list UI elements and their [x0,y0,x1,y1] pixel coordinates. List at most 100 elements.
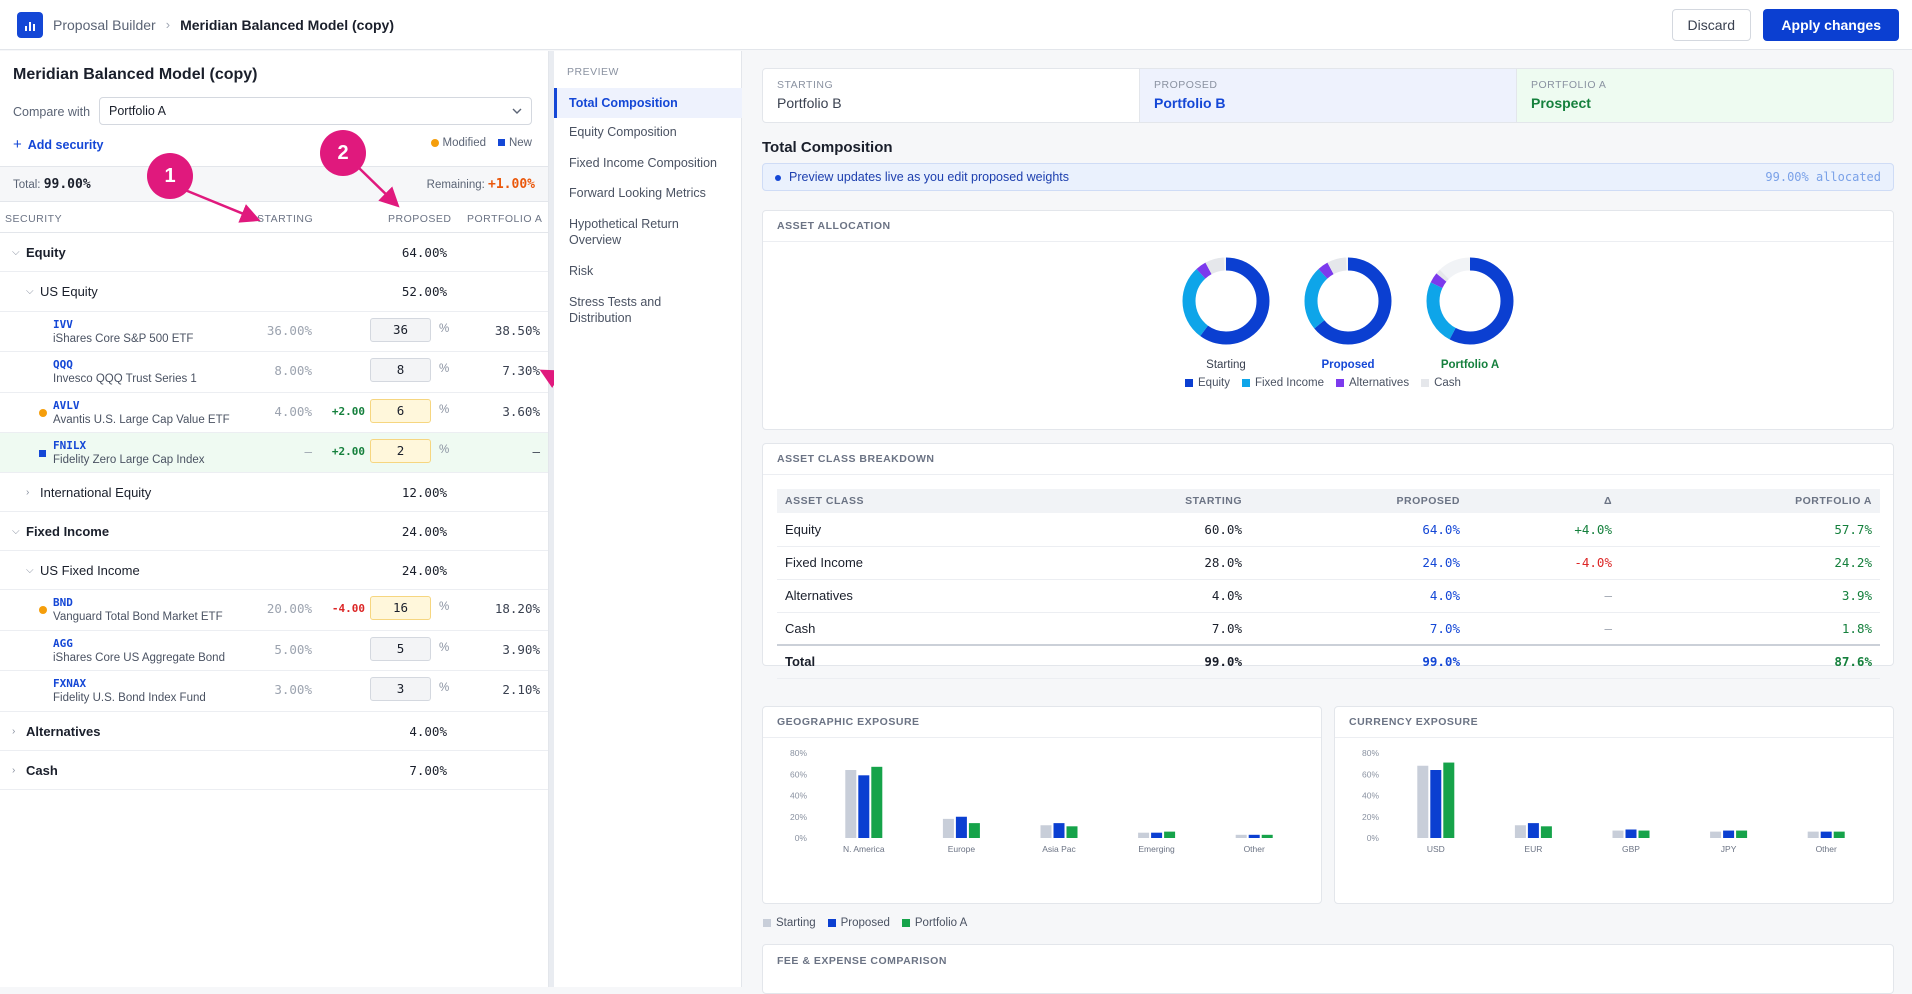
proposed-weight-input[interactable]: 3 [370,677,431,701]
chevron-down-icon[interactable]: ⌵ [12,246,20,258]
bar-proposed[interactable] [955,816,967,838]
bar-proposed[interactable] [1053,823,1065,838]
geographic-exposure-chart: 0% 20% 40% 60% 80% N. America Europe Asia Pac Em… [790,748,1273,854]
security-row-fxnax[interactable]: FXNAX Fidelity U.S. Bond Index Fund 3.00… [0,671,548,712]
bar-portfolio-a[interactable] [1736,830,1748,838]
nav-item-forward-looking-metrics[interactable]: Forward Looking Metrics [569,186,706,200]
security-row-fnilx[interactable]: FNILX Fidelity Zero Large Cap Index — +2… [0,433,548,473]
group-row-equity[interactable]: ⌵ Equity 64.00% [0,233,548,272]
bar-portfolio-a[interactable] [1066,826,1078,838]
group-row-alternatives[interactable]: › Alternatives 4.00% [0,712,548,751]
portfolio-a-weight: 2.10% [502,682,540,697]
chevron-right-icon[interactable]: › [26,486,30,498]
ticker[interactable]: BND [53,596,73,609]
panel-resize-handle[interactable] [549,51,554,987]
bar-proposed[interactable] [1820,831,1832,838]
bar-starting[interactable] [1807,831,1819,838]
bar-starting[interactable] [1417,765,1429,838]
chevron-down-icon[interactable]: ⌵ [12,525,20,537]
security-row-qqq[interactable]: QQQ Invesco QQQ Trust Series 1 8.00% 8 %… [0,352,548,393]
col-starting[interactable]: STARTING [257,213,314,225]
bar-starting[interactable] [1138,832,1150,838]
ticker[interactable]: AGG [53,637,73,650]
group-row-fixed-income[interactable]: ⌵ Fixed Income 24.00% [0,512,548,551]
group-row-us-equity[interactable]: ⌵ US Equity 52.00% [0,272,548,312]
bar-proposed[interactable] [1527,823,1539,838]
bar-portfolio-a[interactable] [968,823,980,838]
bar-starting[interactable] [1235,834,1247,838]
chevron-right-icon[interactable]: › [12,725,16,737]
nav-item-fixed-income-composition[interactable]: Fixed Income Composition [569,156,717,170]
donut-slice-fixed-income[interactable] [1182,257,1270,345]
security-row-agg[interactable]: AGG iShares Core US Aggregate Bond 5.00%… [0,631,548,671]
bar-starting[interactable] [1040,825,1052,838]
bar-portfolio-a[interactable] [1638,830,1650,838]
chevron-down-icon[interactable]: ⌵ [26,564,34,576]
nav-item-hypothetical-return-overview[interactable]: Hypothetical Return Overview [569,217,679,247]
discard-button[interactable]: Discard [1671,9,1751,41]
security-row-bnd[interactable]: BND Vanguard Total Bond Market ETF 20.00… [0,590,548,631]
donut-slice-equity[interactable] [1182,257,1270,345]
add-security-button[interactable]: + Add security [13,136,103,153]
ticker[interactable]: FNILX [53,439,87,452]
ticker[interactable]: IVV [53,318,73,331]
proposed-weight-input[interactable]: 8 [370,358,431,382]
bar-starting[interactable] [1514,825,1526,838]
proposed-weight-input[interactable]: 2 [370,439,431,463]
bar-portfolio-a[interactable] [1540,826,1552,838]
bar-starting[interactable] [942,818,954,838]
proposed-weight-input[interactable]: 36 [370,318,431,342]
ticker[interactable]: QQQ [53,358,73,371]
security-row-avlv[interactable]: AVLV Avantis U.S. Large Cap Value ETF 4.… [0,393,548,433]
donut-slice-fixed-income[interactable] [1304,257,1392,345]
bar-proposed[interactable] [1625,829,1637,839]
chevron-down-icon[interactable]: ⌵ [26,286,34,297]
proposed-weight-input[interactable]: 6 [370,399,431,423]
donut-slice-equity[interactable] [1304,257,1392,345]
nav-item-stress-tests[interactable]: Stress Tests and Distribution [569,295,662,325]
bar-portfolio-a[interactable] [1261,834,1273,838]
bar-proposed[interactable] [858,775,870,838]
col-portfolio-a[interactable]: PORTFOLIO A [467,213,543,225]
chevron-right-icon[interactable]: › [12,764,16,776]
ticker[interactable]: FXNAX [53,677,87,690]
ticker[interactable]: AVLV [53,399,80,412]
group-row-cash[interactable]: › Cash 7.00% [0,751,548,790]
col-proposed[interactable]: PROPOSED [388,213,452,225]
card-starting: STARTING Portfolio B [763,69,1140,122]
proposed-weight-input[interactable]: 16 [370,596,431,620]
nav-item-total-composition[interactable]: Total Composition [554,88,742,118]
totals-bar: Total: 99.00% Remaining: +1.00% [0,166,548,201]
percent-unit: % [439,323,450,335]
cell-proposed: 7.0% [1250,612,1468,646]
bar-starting[interactable] [1710,831,1722,838]
bar-proposed[interactable] [1723,830,1735,838]
donut-slice-fixed-income[interactable] [1426,257,1514,345]
security-row-ivv[interactable]: IVV iShares Core S&P 500 ETF 36.00% 36 %… [0,312,548,352]
bar-proposed[interactable] [1151,832,1163,838]
card-proposed: PROPOSED Portfolio B [1140,69,1517,122]
group-row-us-fixed-income[interactable]: ⌵ US Fixed Income 24.00% [0,551,548,590]
nav-item-equity-composition[interactable]: Equity Composition [569,125,677,139]
bar-starting[interactable] [1612,830,1624,838]
bar-proposed[interactable] [1430,770,1442,838]
col-security[interactable]: SECURITY [5,213,63,225]
bar-portfolio-a[interactable] [1443,762,1455,838]
nav-item-risk[interactable]: Risk [569,264,594,278]
apply-changes-button[interactable]: Apply changes [1763,9,1899,41]
breadcrumb-proposal-builder[interactable]: Proposal Builder [53,16,156,33]
bar-starting[interactable] [845,770,857,838]
group-value: 52.00% [401,284,447,299]
donut-slice-equity[interactable] [1426,257,1514,345]
group-row-international-equity[interactable]: › International Equity 12.00% [0,473,548,512]
bar-portfolio-a[interactable] [1833,831,1845,838]
bar-group: Other [1807,831,1845,854]
bar-portfolio-a[interactable] [1164,831,1176,838]
compare-select[interactable]: Portfolio A [99,97,532,125]
proposed-weight-input[interactable]: 5 [370,637,431,661]
bar-proposed[interactable] [1248,834,1260,838]
legend-label: Portfolio A [914,917,968,929]
bar-portfolio-a[interactable] [871,766,883,838]
modified-dot-icon [39,409,47,417]
y-axis: 0% 20% 40% 60% 80% [1362,748,1379,843]
